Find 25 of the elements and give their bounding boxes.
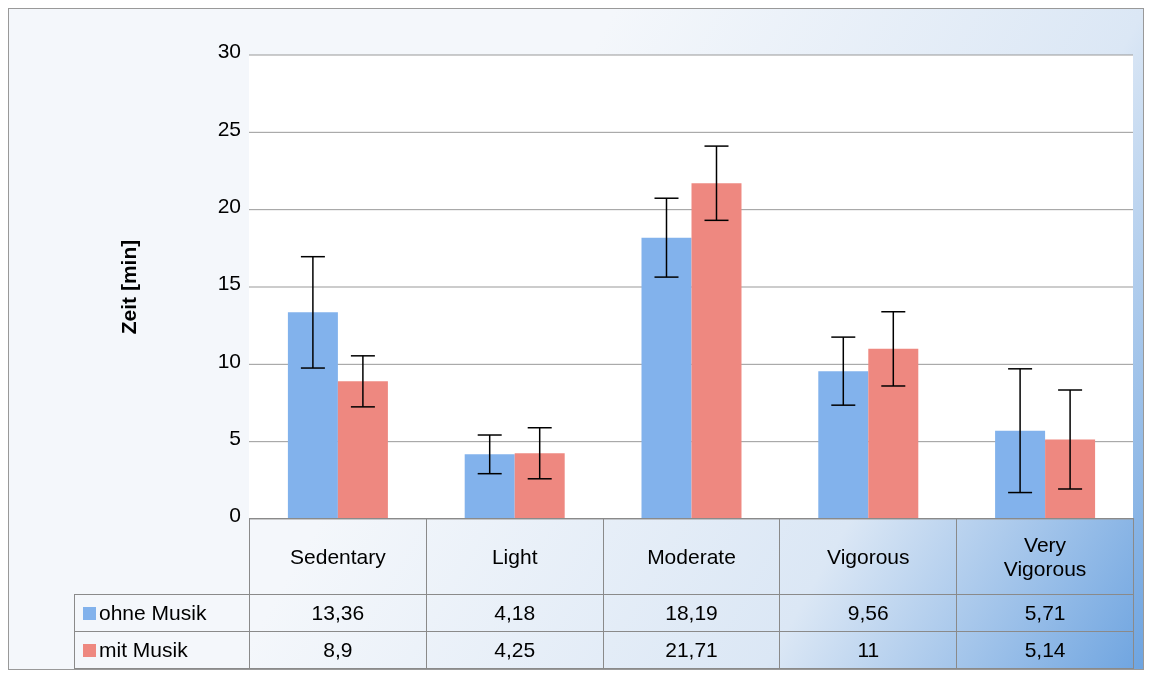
x-tick-label: Light [426,518,604,595]
data-label: 8,9 [249,631,427,669]
data-label: 13,36 [249,594,427,632]
data-label: 4,18 [426,594,604,632]
y-axis-title: Zeit [min] [117,239,141,335]
data-label: 11 [779,631,957,669]
data-label: 4,25 [426,631,604,669]
y-tick-label: 20 [217,194,241,218]
data-label: 9,56 [779,594,957,632]
x-tick-label: Very Vigorous [956,518,1134,595]
data-label: 5,71 [956,594,1134,632]
y-tick-label: 30 [217,39,241,63]
x-tick-label: Vigorous [779,518,957,595]
y-tick-label: 25 [217,116,241,140]
y-tick-label: 5 [229,426,241,450]
data-label: 21,71 [603,631,780,669]
data-label: 5,14 [956,631,1134,669]
x-tick-label: Moderate [603,518,780,595]
x-tick-label: Sedentary [249,518,427,595]
y-tick-label: 0 [229,503,241,527]
legend-label: ohne Musik [98,601,207,624]
legend-label: mit Musik [98,638,188,661]
y-tick-label: 15 [217,271,241,295]
y-tick-label: 10 [217,348,241,372]
data-label: 18,19 [603,594,780,632]
